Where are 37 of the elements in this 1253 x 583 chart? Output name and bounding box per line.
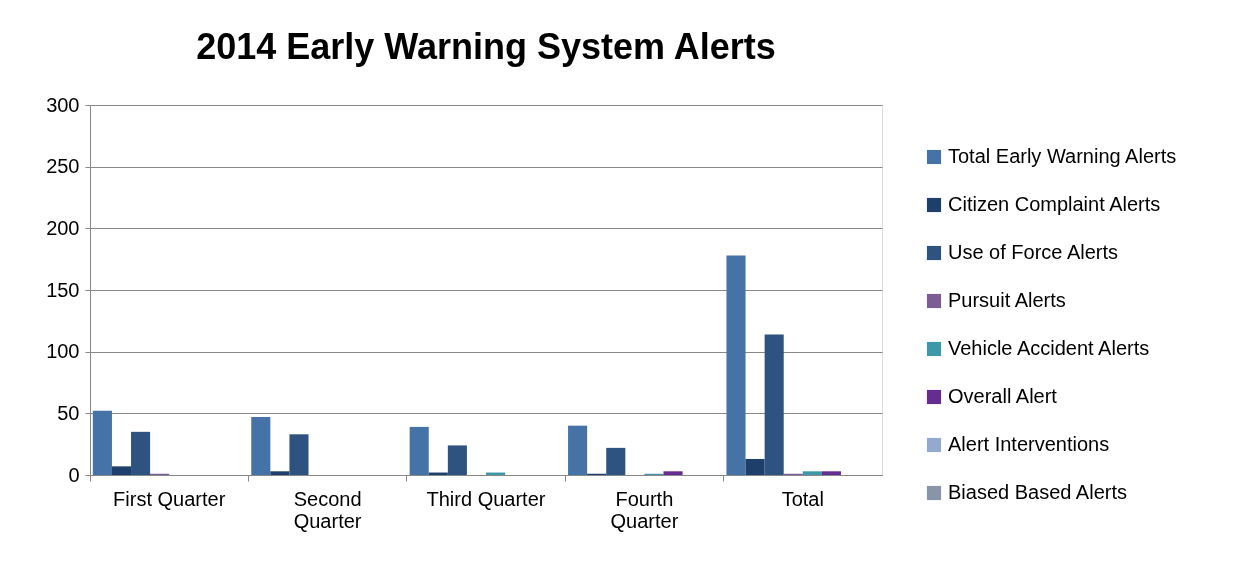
bar (447, 445, 467, 475)
y-tick-label: 150 (46, 278, 80, 301)
bar (764, 334, 784, 475)
bar (289, 434, 309, 475)
bar (92, 410, 112, 475)
bar (663, 471, 683, 475)
legend-label: Biased Based Alerts (948, 481, 1127, 503)
bar (409, 426, 429, 475)
x-tick-label: Fourth Quarter (610, 487, 679, 532)
bar (745, 458, 765, 475)
y-tick-label: 300 (46, 93, 80, 116)
bar (270, 471, 290, 475)
x-tick-label: Third Quarter (426, 487, 546, 510)
y-tick-label: 200 (46, 216, 80, 239)
legend-label: Citizen Complaint Alerts (948, 193, 1161, 215)
bar (568, 425, 588, 475)
legend-label: Total Early Warning Alerts (948, 145, 1177, 167)
bar (251, 417, 271, 475)
legend-label: Use of Force Alerts (948, 241, 1119, 263)
y-tick-label: 50 (57, 401, 80, 424)
bar (821, 471, 841, 475)
chart-title: 2014 Early Warning System Alerts (196, 26, 776, 67)
y-tick-label: 250 (46, 155, 80, 178)
bar (726, 255, 746, 475)
x-tick-label: First Quarter (113, 487, 226, 510)
bar (111, 466, 132, 475)
x-tick-label: Total (781, 487, 824, 510)
y-tick-label: 100 (46, 340, 80, 363)
bar (606, 447, 626, 475)
y-tick-label: 0 (68, 463, 80, 486)
bar (802, 471, 822, 475)
legend-label: Alert Interventions (948, 433, 1110, 455)
legend-label: Pursuit Alerts (948, 289, 1066, 311)
x-tick-label: Second Quarter (293, 487, 362, 532)
legend-label: Overall Alert (948, 385, 1058, 407)
bar (131, 431, 151, 475)
legend-label: Vehicle Accident Alerts (948, 337, 1150, 359)
